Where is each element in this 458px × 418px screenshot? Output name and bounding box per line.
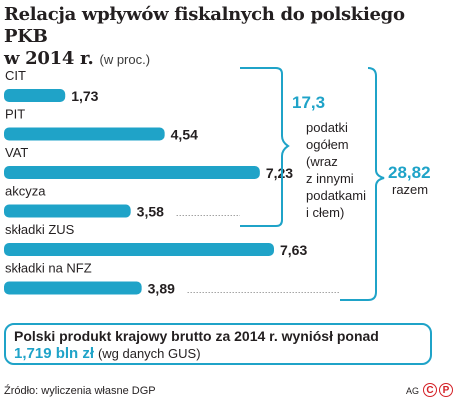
taxes-text: podatki ogółem (wraz z innymi podatkami i cłe… — [306, 120, 366, 220]
title-line2: w 2014 r. — [4, 48, 94, 69]
value-label: 7,23 — [266, 165, 293, 181]
gdp-note: (wg danych GUS) — [97, 346, 201, 361]
category-label: CIT — [5, 68, 26, 83]
gdp-box: Polski produkt krajowy brutto za 2014 r.… — [4, 323, 432, 365]
bar — [4, 204, 131, 218]
taxes-text-line: podatki — [306, 120, 348, 135]
grand-total-label: razem — [392, 182, 428, 197]
value-label: 3,89 — [148, 281, 175, 297]
value-label: 3,58 — [137, 204, 164, 220]
taxes-total-value: 17,3 — [292, 93, 325, 112]
bar — [4, 166, 260, 179]
bar — [4, 89, 66, 102]
title-unit: (w proc.) — [99, 52, 151, 67]
taxes-text-line: (wraz — [306, 154, 338, 169]
category-label: składki ZUS — [5, 222, 75, 237]
chart-title: Relacja wpływów fiskalnych do polskiego … — [4, 4, 454, 71]
bar — [4, 281, 142, 295]
source-note: Źródło: wyliczenia własne DGP — [4, 385, 156, 397]
copyright-c-icon: C — [423, 383, 437, 397]
copyright-p-icon: P — [439, 383, 453, 397]
category-label: akcyza — [5, 184, 46, 199]
category-label: składki na NFZ — [5, 261, 92, 276]
value-label: 1,73 — [71, 88, 98, 104]
gdp-value: 1,719 bln zł — [14, 345, 95, 362]
bars-layer: CIT 1,73 PIT 4,54 VAT 7,23 akcyza 3,58 składki Z… — [4, 68, 340, 297]
bar — [4, 243, 274, 256]
title-line1: Relacja wpływów fiskalnych do polskiego … — [4, 4, 405, 47]
value-label: 4,54 — [171, 127, 198, 143]
taxes-text-line: z innymi — [306, 171, 354, 186]
value-label: 7,63 — [280, 242, 307, 258]
total-bracket — [340, 67, 385, 301]
taxes-text-line: i cłem) — [306, 205, 344, 220]
category-label: VAT — [5, 145, 28, 160]
bar — [4, 127, 165, 141]
author-initials: AG — [406, 386, 420, 396]
bar-chart: CIT 1,73 PIT 4,54 VAT 7,23 akcyza 3,58 składki Z… — [4, 67, 431, 301]
taxes-text-line: ogółem — [306, 137, 349, 152]
taxes-bracket — [240, 67, 290, 227]
grand-total-value: 28,82 — [388, 163, 431, 182]
taxes-text-line: podatkami — [306, 188, 366, 203]
gdp-text: Polski produkt krajowy brutto za 2014 r.… — [14, 328, 379, 344]
category-label: PIT — [5, 107, 25, 122]
